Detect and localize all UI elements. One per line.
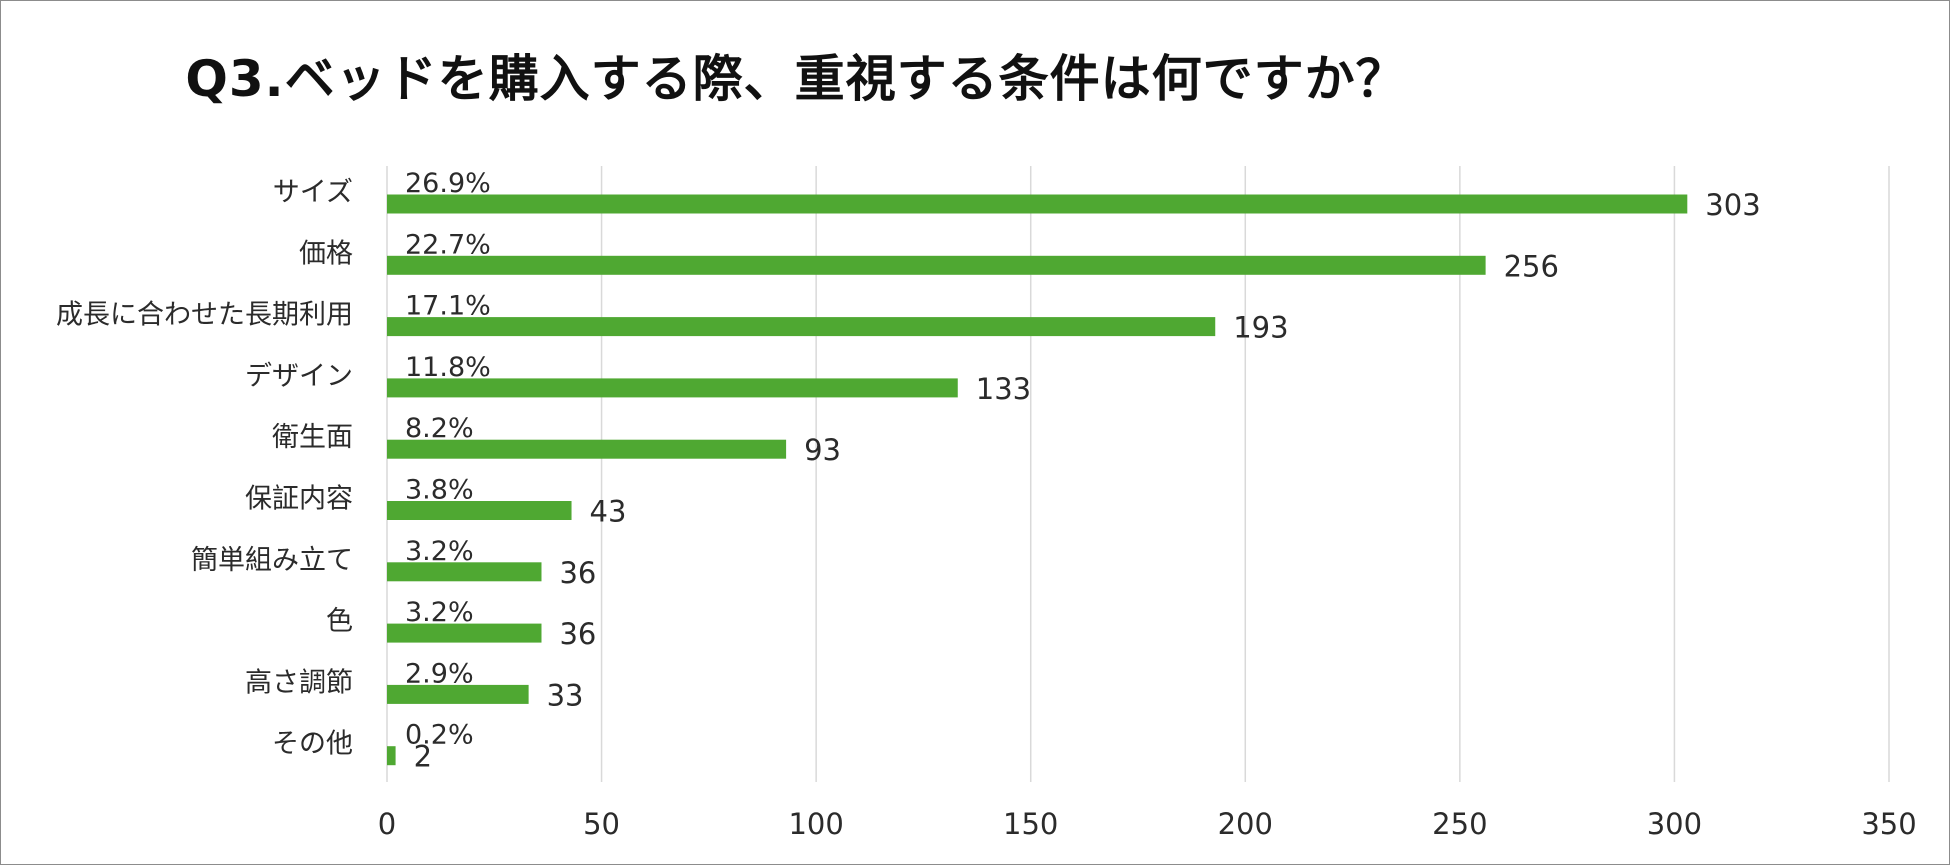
percent-label: 3.2% bbox=[405, 597, 474, 628]
chart-title: Q3.ベッドを購入する際、重視する条件は何ですか？ bbox=[185, 50, 1407, 108]
x-tick-label: 250 bbox=[1432, 807, 1487, 841]
bar bbox=[387, 684, 529, 704]
category-label: デザイン bbox=[245, 361, 353, 392]
category-label: 高さ調節 bbox=[245, 667, 353, 698]
percent-label: 17.1% bbox=[405, 291, 491, 322]
x-tick-label: 200 bbox=[1218, 807, 1273, 841]
bar bbox=[387, 623, 542, 643]
bar bbox=[387, 194, 1688, 214]
value-label: 193 bbox=[1233, 311, 1288, 345]
x-tick-label: 50 bbox=[583, 807, 620, 841]
category-label: 保証内容 bbox=[245, 484, 353, 515]
category-label: 成長に合わせた長期利用 bbox=[56, 300, 353, 331]
value-label: 2 bbox=[414, 740, 432, 774]
bar bbox=[387, 562, 542, 582]
category-label: 価格 bbox=[299, 238, 353, 269]
value-label: 303 bbox=[1705, 188, 1760, 222]
percent-label: 3.2% bbox=[405, 536, 474, 567]
value-label: 36 bbox=[559, 556, 596, 590]
category-label: その他 bbox=[272, 729, 353, 760]
percent-label: 22.7% bbox=[405, 229, 491, 260]
x-axis-ticks: 0 50 100 150 200 250 300 350 bbox=[378, 807, 1917, 841]
percent-label: 2.9% bbox=[405, 658, 474, 689]
category-label: 簡単組み立て bbox=[191, 545, 353, 576]
bar bbox=[387, 746, 396, 766]
bar bbox=[387, 501, 572, 520]
percent-label: 0.2% bbox=[405, 720, 474, 751]
percent-label: 3.8% bbox=[405, 475, 474, 506]
percent-label: 8.2% bbox=[405, 413, 474, 444]
bar bbox=[387, 255, 1486, 275]
value-label: 133 bbox=[976, 372, 1031, 406]
value-label: 93 bbox=[804, 433, 841, 467]
bars bbox=[387, 194, 1688, 766]
value-label: 256 bbox=[1504, 249, 1559, 283]
value-label: 43 bbox=[590, 495, 627, 529]
bar bbox=[387, 317, 1216, 337]
category-label: サイズ bbox=[273, 177, 353, 208]
value-label: 36 bbox=[559, 617, 596, 651]
bar bbox=[387, 378, 958, 398]
labels: サイズ 26.9% 303 価格 22.7% 256 成長に合わせた長期利用 17.1% 193… bbox=[56, 168, 1761, 774]
x-tick-label: 150 bbox=[1003, 807, 1058, 841]
x-tick-label: 100 bbox=[788, 807, 843, 841]
percent-label: 11.8% bbox=[405, 352, 491, 383]
x-tick-label: 300 bbox=[1647, 807, 1702, 841]
percent-label: 26.9% bbox=[405, 168, 491, 199]
category-label: 色 bbox=[326, 606, 353, 637]
category-label: 衛生面 bbox=[272, 422, 353, 453]
value-label: 33 bbox=[547, 678, 584, 712]
x-tick-label: 350 bbox=[1861, 807, 1916, 841]
x-tick-label: 0 bbox=[378, 807, 396, 841]
bar bbox=[387, 439, 787, 459]
